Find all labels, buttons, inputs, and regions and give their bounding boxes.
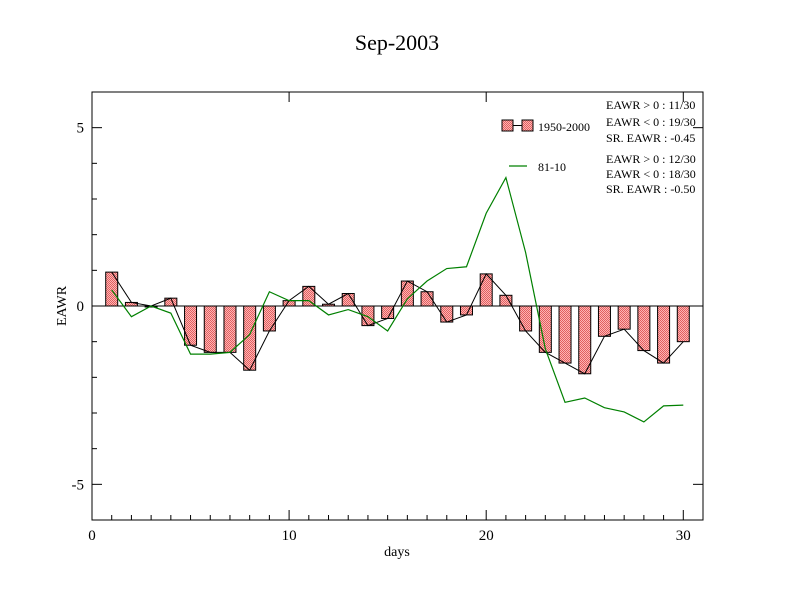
bar-day-1 [105,271,119,307]
bar-day-22 [519,305,533,332]
bar-day-19 [459,305,473,316]
bar-day-27 [617,305,631,330]
x-tick-label-30: 30 [676,528,691,544]
x-tick-label-10: 10 [282,528,297,544]
legend-swatch-bar [521,119,534,132]
y-tick-label--5: -5 [72,477,85,493]
x-axis-label: days [384,545,410,560]
stats-text: EAWR < 0 : 18/30 [606,167,696,181]
stats-text: EAWR > 0 : 12/30 [606,152,696,166]
bar-day-7 [223,305,237,353]
bar-day-6 [203,305,217,353]
bar-day-29 [657,305,671,364]
stats-text: EAWR < 0 : 19/30 [606,115,696,129]
bar-day-5 [184,305,198,346]
bar-day-15 [381,305,395,319]
stats-text: SR. EAWR : -0.45 [606,131,695,145]
bar-day-21 [499,294,513,307]
bar-day-9 [262,305,276,332]
chart-title: Sep-2003 [355,30,439,55]
stats-text: SR. EAWR : -0.50 [606,182,695,196]
legend-label-81-10: 81-10 [538,160,566,174]
bar-day-18 [440,305,454,323]
legend-swatch-bar [501,119,514,132]
legend-label-1950-2000: 1950-2000 [538,120,590,134]
bar-day-26 [597,305,611,337]
x-tick-label-0: 0 [88,528,96,544]
bar-day-16 [400,280,414,307]
x-tick-label-20: 20 [479,528,494,544]
bar-day-28 [637,305,651,352]
bar-day-24 [558,305,572,364]
stats-text: EAWR > 0 : 11/30 [606,98,695,112]
series-line-81-10 [111,175,684,423]
bar-day-30 [676,305,690,343]
legend: 1950-2000 81-10 EAWR > 0 : 11/30 EAWR < 0 :… [501,98,696,196]
y-tick-label-0: 0 [77,299,85,315]
y-tick-label-5: 5 [77,121,85,137]
y-axis-label: EAWR [55,285,70,326]
bar-day-25 [578,305,592,375]
series-line-1950-2000 [111,271,684,375]
